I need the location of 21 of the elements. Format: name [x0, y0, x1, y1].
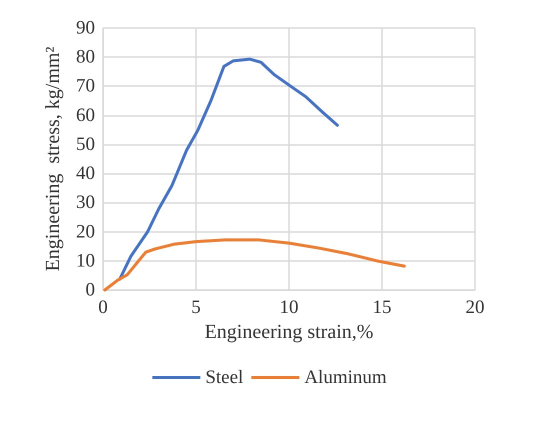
x-tick-label: 5: [191, 297, 201, 318]
line-series: [118, 58, 339, 281]
y-tick-label: 0: [86, 280, 95, 300]
y-tick-label: 50: [76, 134, 95, 155]
y-tick-label: 90: [76, 18, 95, 38]
legend-label: Steel: [205, 367, 244, 388]
y-tick-label: 40: [76, 163, 95, 184]
x-tick-label: 15: [372, 297, 392, 318]
y-tick-label: 60: [76, 104, 95, 126]
line-series: [103, 238, 406, 292]
y-tick-label: 10: [76, 250, 95, 272]
legend-label: Aluminum: [304, 367, 387, 388]
x-tick-label: 0: [98, 297, 108, 318]
x-tick-label: 10: [280, 297, 298, 318]
y-tick-label: 20: [76, 221, 95, 242]
y-tick-label: 80: [76, 46, 95, 68]
y-axis-title: Engineering stress, kg/mm²: [42, 46, 64, 272]
x-tick-label: 20: [466, 297, 484, 318]
y-tick-label: 70: [76, 76, 95, 97]
x-axis-title: Engineering strain,%: [204, 321, 374, 343]
y-tick-label: 30: [76, 192, 95, 214]
